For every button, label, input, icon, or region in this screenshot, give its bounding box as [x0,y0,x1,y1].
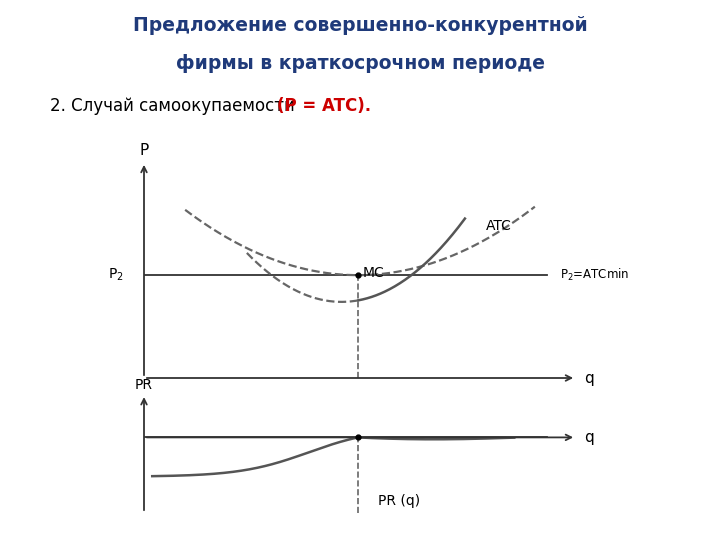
Text: PR (q): PR (q) [378,494,420,508]
Text: MC: MC [362,266,384,280]
Text: q: q [584,430,594,445]
Text: P$_2$=ATCmin: P$_2$=ATCmin [559,267,629,283]
Text: фирмы в краткосрочном периоде: фирмы в краткосрочном периоде [176,54,544,73]
Text: (P = ATC).: (P = ATC). [277,97,372,115]
Text: P$_2$: P$_2$ [108,267,123,284]
Text: q: q [584,370,594,386]
Text: ATC: ATC [485,219,511,233]
Text: 2. Случай самоокупаемости: 2. Случай самоокупаемости [50,97,300,115]
Text: Предложение совершенно-конкурентной: Предложение совершенно-конкурентной [132,16,588,35]
Text: P: P [140,143,148,158]
Text: PR: PR [135,378,153,392]
